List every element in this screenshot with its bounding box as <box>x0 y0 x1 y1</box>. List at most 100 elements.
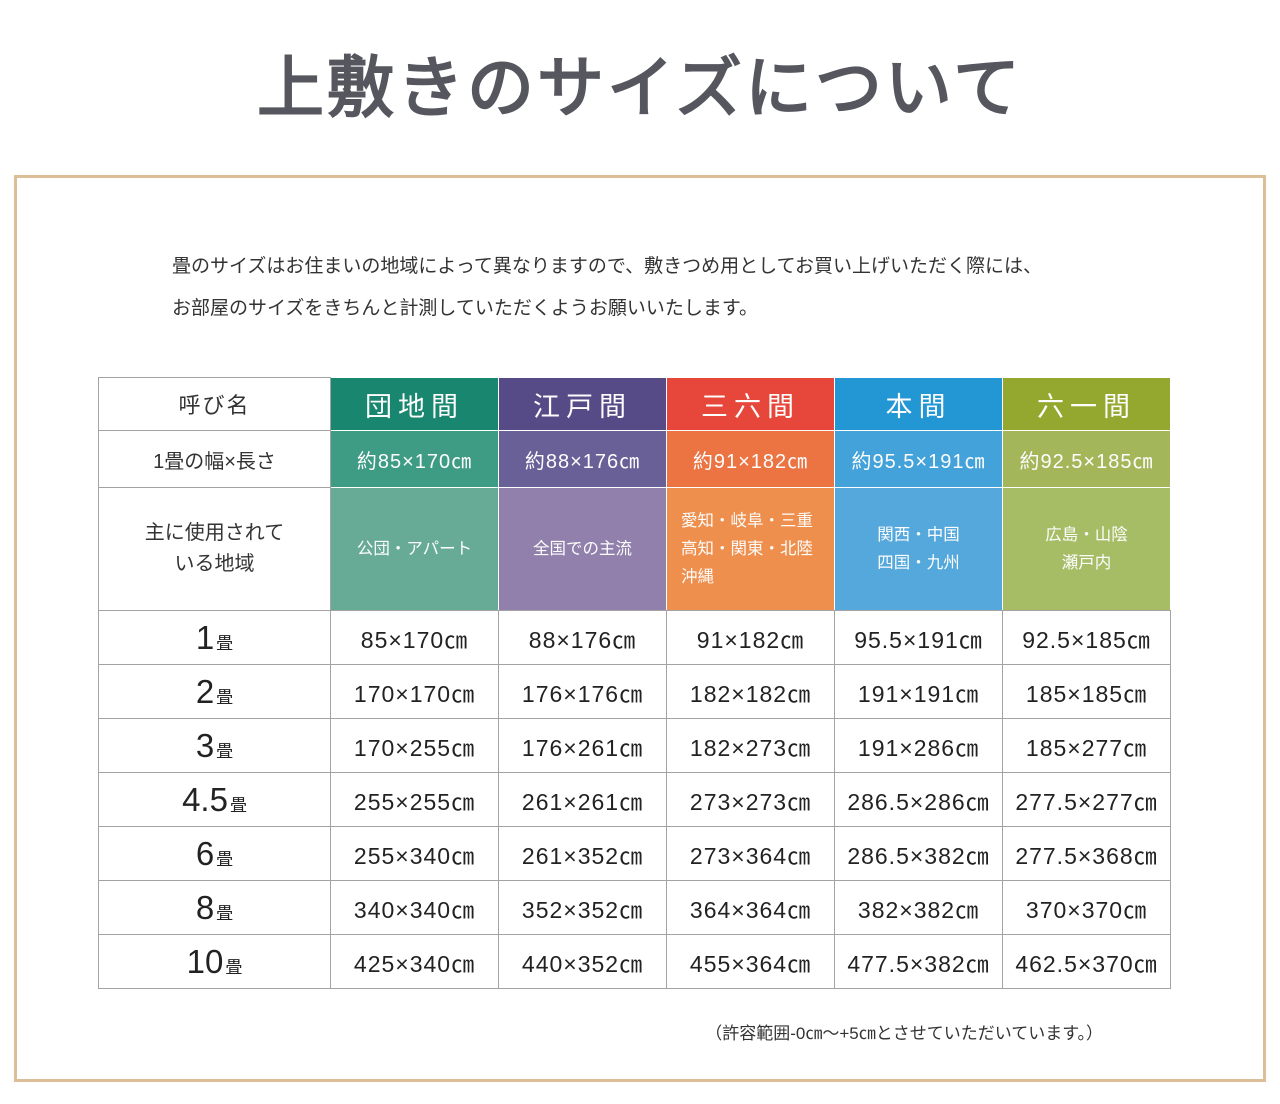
size-value-cell: 255×255㎝ <box>330 772 499 827</box>
size-value-cell: 255×340㎝ <box>330 826 499 881</box>
tatami-unit-label: 畳 <box>216 687 234 707</box>
tatami-unit-label: 畳 <box>216 849 234 869</box>
size-value-cell: 370×370㎝ <box>1002 880 1171 935</box>
region-line: 四国・九州 <box>877 554 960 572</box>
size-value-cell: 91×182㎝ <box>666 610 835 665</box>
region-line: 広島・山陰 <box>1045 526 1128 544</box>
size-row-6: 6 畳 255×340㎝ 261×352㎝ 273×364㎝ 286.5×382㎝ 277.… <box>98 826 1171 881</box>
width-cell-4: 約92.5×185㎝ <box>1002 430 1171 488</box>
size-value-cell: 88×176㎝ <box>498 610 667 665</box>
region-line: 沖縄 <box>681 568 714 586</box>
size-value-cell: 176×261㎝ <box>498 718 667 773</box>
region-cell-2: 愛知・岐阜・三重 高知・関東・北陸 沖縄 <box>666 487 835 611</box>
tatami-count: 3 <box>195 726 215 764</box>
size-row-label: 4.5 畳 <box>98 772 331 827</box>
region-cell-0: 公団・アパート <box>330 487 499 611</box>
corner-header-cell: 呼び名 <box>98 377 331 431</box>
size-value-cell: 176×176㎝ <box>498 664 667 719</box>
region-label-line-1: 主に使用されて <box>144 522 285 544</box>
size-value-cell: 182×273㎝ <box>666 718 835 773</box>
size-value-cell: 191×286㎝ <box>834 718 1003 773</box>
size-value-cell: 440×352㎝ <box>498 934 667 989</box>
region-row: 主に使用されて いる地域 公団・アパート 全国での主流 愛知・岐阜・三重 高知・関東・北陸… <box>98 487 1171 611</box>
tatami-unit-label: 畳 <box>216 903 234 923</box>
intro-line-2: お部屋のサイズをきちんと計測していただくようお願いいたします。 <box>172 298 758 319</box>
tatami-unit-label: 畳 <box>229 795 247 815</box>
region-line: 公団・アパート <box>356 540 473 558</box>
tatami-count: 6 <box>195 834 215 872</box>
tatami-count: 8 <box>195 888 215 926</box>
width-cell-1: 約88×176㎝ <box>498 430 667 488</box>
page-title: 上敷きのサイズについて <box>257 52 1023 126</box>
tatami-count: 2 <box>195 672 215 710</box>
column-header-1: 江戸間 <box>498 377 667 431</box>
size-value-cell: 191×191㎝ <box>834 664 1003 719</box>
region-cell-4: 広島・山陰 瀬戸内 <box>1002 487 1171 611</box>
size-value-cell: 170×255㎝ <box>330 718 499 773</box>
size-value-cell: 95.5×191㎝ <box>834 610 1003 665</box>
size-value-cell: 425×340㎝ <box>330 934 499 989</box>
size-value-cell: 364×364㎝ <box>666 880 835 935</box>
size-value-cell: 261×352㎝ <box>498 826 667 881</box>
size-value-cell: 382×382㎝ <box>834 880 1003 935</box>
tolerance-note: （許容範囲-0㎝〜+5㎝とさせていただいています。） <box>705 1024 1103 1043</box>
content-panel: 畳のサイズはお住まいの地域によって異なりますので、敷きつめ用としてお買い上げいた… <box>14 175 1266 1082</box>
size-value-cell: 261×261㎝ <box>498 772 667 827</box>
size-row-2: 2 畳 170×170㎝ 176×176㎝ 182×182㎝ 191×191㎝ 185×18… <box>98 664 1171 719</box>
size-row-1: 1 畳 85×170㎝ 88×176㎝ 91×182㎝ 95.5×191㎝ 92.5×185… <box>98 610 1171 665</box>
tatami-unit-label: 畳 <box>216 741 234 761</box>
region-line: 高知・関東・北陸 <box>681 540 813 558</box>
size-value-cell: 352×352㎝ <box>498 880 667 935</box>
size-value-cell: 340×340㎝ <box>330 880 499 935</box>
column-header-2: 三六間 <box>666 377 835 431</box>
region-line: 愛知・岐阜・三重 <box>681 512 813 530</box>
region-row-label: 主に使用されて いる地域 <box>98 487 331 611</box>
size-row-10: 10 畳 425×340㎝ 440×352㎝ 455×364㎝ 477.5×382㎝ 462… <box>98 934 1171 989</box>
size-value-cell: 286.5×382㎝ <box>834 826 1003 881</box>
size-value-cell: 477.5×382㎝ <box>834 934 1003 989</box>
size-value-cell: 182×182㎝ <box>666 664 835 719</box>
tatami-size-table: 呼び名 団地間 江戸間 三六間 本間 六一間 1畳の幅×長さ 約85×170㎝ 約88×176㎝… <box>98 377 1171 989</box>
region-cell-1: 全国での主流 <box>498 487 667 611</box>
size-value-cell: 286.5×286㎝ <box>834 772 1003 827</box>
size-row-8: 8 畳 340×340㎝ 352×352㎝ 364×364㎝ 382×382㎝ 370×37… <box>98 880 1171 935</box>
tatami-count: 1 <box>195 618 215 656</box>
width-cell-0: 約85×170㎝ <box>330 430 499 488</box>
tatami-count: 10 <box>186 942 224 980</box>
size-value-cell: 277.5×368㎝ <box>1002 826 1171 881</box>
tatami-unit-label: 畳 <box>225 957 243 977</box>
size-value-cell: 92.5×185㎝ <box>1002 610 1171 665</box>
table-head: 呼び名 団地間 江戸間 三六間 本間 六一間 1畳の幅×長さ 約85×170㎝ 約88×176㎝… <box>98 377 1171 611</box>
size-value-cell: 273×273㎝ <box>666 772 835 827</box>
size-row-3: 3 畳 170×255㎝ 176×261㎝ 182×273㎝ 191×286㎝ 185×27… <box>98 718 1171 773</box>
size-value-cell: 277.5×277㎝ <box>1002 772 1171 827</box>
size-value-cell: 185×185㎝ <box>1002 664 1171 719</box>
region-line: 全国での主流 <box>533 540 632 558</box>
size-row-4.5: 4.5 畳 255×255㎝ 261×261㎝ 273×273㎝ 286.5×286㎝ 27… <box>98 772 1171 827</box>
size-value-cell: 273×364㎝ <box>666 826 835 881</box>
size-value-cell: 455×364㎝ <box>666 934 835 989</box>
table-body: 1 畳 85×170㎝ 88×176㎝ 91×182㎝ 95.5×191㎝ 92.5×185… <box>98 610 1171 989</box>
size-value-cell: 462.5×370㎝ <box>1002 934 1171 989</box>
width-cell-2: 約91×182㎝ <box>666 430 835 488</box>
column-header-3: 本間 <box>834 377 1003 431</box>
column-header-0: 団地間 <box>330 377 499 431</box>
region-cell-3: 関西・中国 四国・九州 <box>834 487 1003 611</box>
intro-line-1: 畳のサイズはお住まいの地域によって異なりますので、敷きつめ用としてお買い上げいた… <box>172 256 1043 277</box>
tatami-count: 4.5 <box>182 780 228 818</box>
size-value-cell: 170×170㎝ <box>330 664 499 719</box>
size-value-cell: 185×277㎝ <box>1002 718 1171 773</box>
size-row-label: 10 畳 <box>98 934 331 989</box>
column-header-4: 六一間 <box>1002 377 1171 431</box>
width-row-label: 1畳の幅×長さ <box>98 430 331 488</box>
size-value-cell: 85×170㎝ <box>330 610 499 665</box>
tatami-unit-label: 畳 <box>216 633 234 653</box>
region-label-line-2: いる地域 <box>174 553 255 575</box>
region-line: 瀬戸内 <box>1061 554 1112 572</box>
table-header-row: 呼び名 団地間 江戸間 三六間 本間 六一間 <box>98 377 1171 431</box>
